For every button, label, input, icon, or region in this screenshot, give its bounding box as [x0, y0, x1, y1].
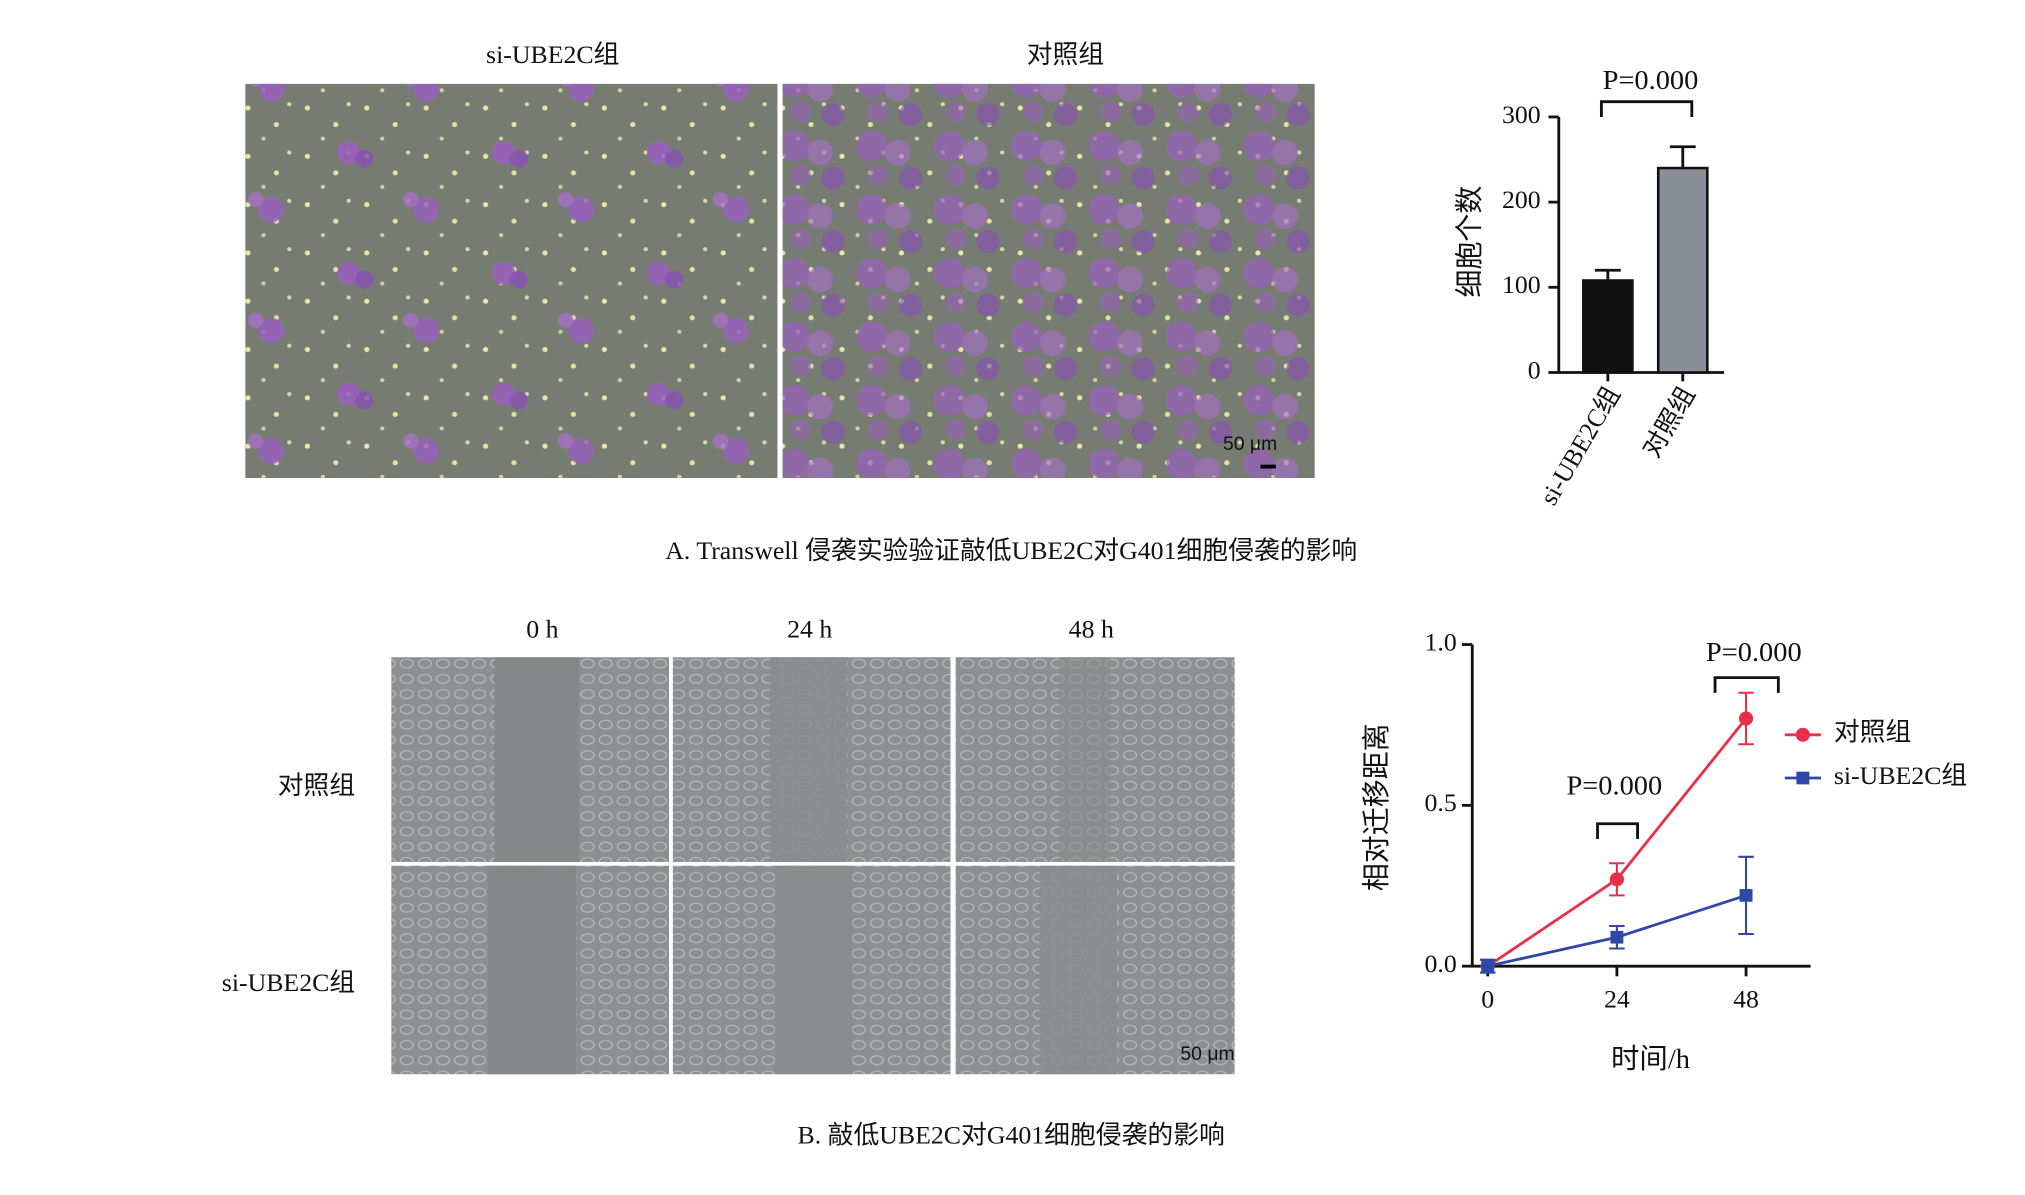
significance-bracket	[1713, 676, 1780, 693]
micrograph-cells	[245, 83, 778, 478]
scale-bar-label: 50 μm	[1223, 434, 1277, 455]
annotation: P=0.000	[1566, 771, 1662, 802]
legend-label: si-UBE2C组	[1834, 761, 1967, 790]
y-tick-label: 1.0	[1424, 628, 1456, 657]
scale-bar-label: 50 μm	[1180, 1044, 1234, 1065]
bar	[1582, 279, 1634, 374]
legend-label: 对照组	[1834, 718, 1911, 747]
micrograph-cells	[782, 83, 1315, 478]
scratch-images	[391, 657, 1235, 1075]
image-label: 对照组	[1027, 40, 1104, 69]
bar	[1656, 166, 1709, 374]
x-axis-label: 时间/h	[1611, 1043, 1690, 1075]
legend-marker	[1796, 771, 1810, 785]
y-tick-label: 300	[1502, 100, 1541, 129]
y-axis-label: 细胞个数	[1454, 186, 1486, 298]
y-tick-label: 0.0	[1424, 949, 1456, 978]
y-tick-label: 0	[1528, 355, 1541, 384]
significance-bracket	[1599, 100, 1694, 117]
x-tick-label: 48	[1733, 985, 1759, 1014]
x-tick-label: 24	[1604, 985, 1630, 1014]
column-label: 48 h	[1069, 615, 1114, 644]
annotation: P=0.000	[1706, 637, 1802, 668]
point	[1739, 889, 1753, 902]
x-tick-label: 0	[1481, 985, 1494, 1014]
y-tick-label: 200	[1502, 185, 1541, 214]
point	[1609, 872, 1625, 887]
y-tick-label: 0.5	[1424, 788, 1456, 817]
caption: A. Transwell 侵袭实验验证敲低UBE2C对G401细胞侵袭的影响	[665, 536, 1357, 565]
row-label: 对照组	[278, 771, 355, 800]
column-label: 24 h	[787, 615, 832, 644]
point	[1738, 711, 1754, 726]
x-tick-label: 对照组	[1637, 382, 1701, 462]
legend-marker	[1795, 727, 1810, 742]
image-label: si-UBE2C组	[486, 40, 619, 69]
point	[1610, 930, 1624, 944]
point	[1481, 959, 1495, 973]
caption: B. 敲低UBE2C对G401细胞侵袭的影响	[798, 1121, 1225, 1150]
x-tick-label: si-UBE2C组	[1534, 382, 1626, 510]
column-label: 0 h	[526, 615, 558, 644]
row-label: si-UBE2C组	[222, 968, 355, 997]
annotation: P=0.000	[1603, 65, 1699, 96]
y-axis-label: 相对迁移距离	[1361, 723, 1393, 891]
y-tick-label: 100	[1502, 270, 1541, 299]
significance-bracket	[1596, 822, 1639, 840]
